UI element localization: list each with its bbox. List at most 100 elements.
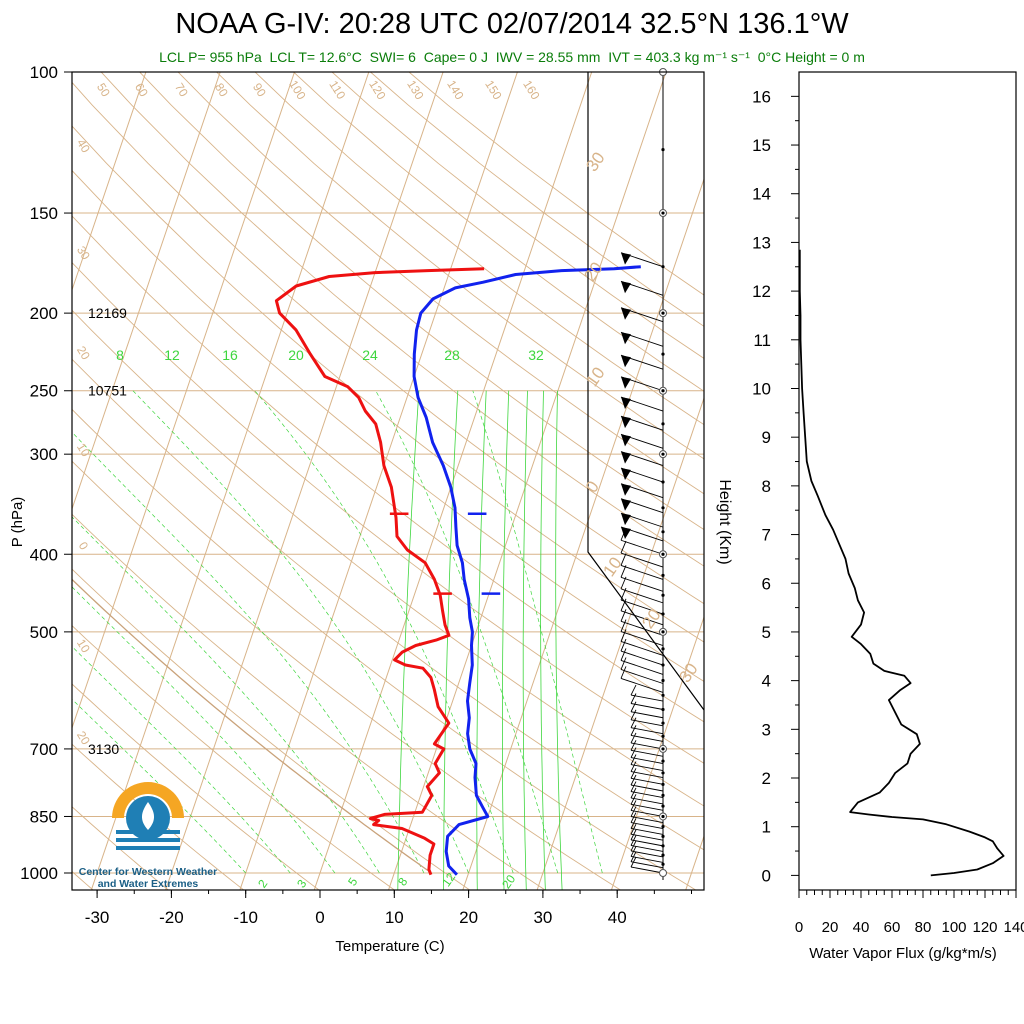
flux-x-axis-label: Water Vapor Flux (g/kg*m/s) — [809, 945, 997, 962]
wind-barb-feather — [630, 740, 637, 751]
mixing-ratio-line — [502, 390, 510, 890]
barb-dot — [661, 782, 665, 786]
isotherm-line — [0, 35, 10, 890]
wind-barb — [630, 791, 664, 798]
mixing-ratio-line — [443, 390, 459, 890]
height-tick-label: 13 — [752, 233, 771, 252]
dry-adiabat-line — [72, 261, 704, 764]
barb-dot — [661, 793, 665, 797]
barb-dot — [661, 389, 665, 393]
height-tick-label: 12 — [752, 282, 771, 301]
dry-adiabat-label: 150 — [482, 78, 505, 103]
isotherm-line — [685, 834, 704, 890]
barb-dot — [661, 506, 665, 510]
barb-dot — [661, 265, 665, 269]
lower-mixing-label: 3 — [294, 877, 309, 891]
flux-tick-label: 100 — [941, 919, 966, 936]
wind-barb-flag — [621, 483, 631, 496]
height-label: 3130 — [88, 741, 119, 757]
logo-caption-line2: and Water Extremes — [97, 878, 199, 890]
wind-barb — [630, 784, 664, 792]
flux-tick-label: 140 — [1003, 919, 1024, 936]
wind-barb — [630, 839, 664, 847]
wind-barb-feather — [620, 648, 627, 661]
mixing-ratio-label: 12 — [164, 347, 180, 363]
wind-barb — [630, 694, 664, 702]
wind-barb-flag — [621, 498, 631, 511]
mixing-ratio-line — [555, 390, 563, 890]
wind-barb-feather — [620, 553, 627, 566]
mixing-ratio-label: 16 — [222, 347, 238, 363]
wind-barb-flag — [621, 416, 631, 429]
dry-adiabat-label: 50 — [94, 81, 113, 100]
chart-subtitle: LCL P= 955 hPa LCL T= 12.6°C SWI= 6 Cape… — [0, 49, 1024, 66]
wind-barb-feather — [630, 732, 637, 744]
height-tick-label: 10 — [752, 379, 771, 398]
wind-barb-feather — [630, 800, 637, 811]
wind-barb — [630, 803, 664, 811]
dry-adiabat-line — [72, 169, 704, 682]
pressure-tick-label: 500 — [30, 623, 58, 642]
barb-dot — [661, 853, 665, 857]
wind-barb-feather — [630, 794, 637, 805]
height-tick-label: 14 — [752, 185, 771, 204]
wind-barb-flag — [621, 468, 631, 481]
wind-barb-feather — [620, 565, 627, 578]
barb-dot — [661, 612, 665, 616]
logo-caption: Center for Western Weather and Water Ext… — [58, 866, 238, 890]
dry-adiabat-line — [72, 408, 696, 890]
wind-barb — [630, 711, 664, 719]
pressure-tick-label: 200 — [30, 304, 58, 323]
wind-barb — [630, 866, 664, 874]
zero-c-height: 0°C Height = 0 m — [757, 49, 865, 65]
wind-barb — [630, 734, 664, 742]
x-axis-label: Temperature (C) — [335, 938, 444, 955]
mixing-ratio-line — [397, 390, 420, 890]
wind-barb-feather — [630, 701, 637, 712]
isotherm-line — [165, 72, 444, 890]
flux-tick-label: 80 — [915, 919, 932, 936]
dry-adiabat-line — [254, 72, 704, 426]
isotherm-line — [536, 396, 704, 890]
barb-dot — [661, 593, 665, 597]
temperature-tick-label: 30 — [533, 908, 552, 927]
isotherm-left-label: 40 — [74, 137, 93, 156]
wind-barb-feather — [620, 657, 627, 670]
wind-barb — [630, 845, 664, 852]
barb-dot — [661, 480, 665, 484]
isotherm-left-label: 20 — [74, 344, 93, 363]
wind-barb-feather — [620, 540, 627, 554]
barb-dot — [661, 814, 665, 819]
dry-adiabat-line — [177, 72, 704, 495]
pressure-tick-label: 850 — [30, 807, 58, 826]
barb-panel-edge — [587, 72, 705, 711]
barb-dot — [661, 573, 665, 577]
temperature-tick-label: 40 — [608, 908, 627, 927]
temperature-tick-label: -20 — [159, 908, 184, 927]
wind-barb-feather — [620, 598, 627, 612]
wind-barb-feather — [630, 856, 637, 868]
wind-barb — [630, 797, 664, 805]
wind-barb — [630, 816, 664, 823]
height-tick-label: 3 — [762, 720, 771, 739]
isotherm-left-label: 0 — [76, 539, 92, 552]
wind-barb-feather — [630, 806, 637, 817]
wind-barb-feather — [630, 709, 637, 721]
barb-dot — [661, 734, 665, 738]
dry-adiabat-label: 160 — [520, 78, 543, 103]
dry-adiabat-line — [138, 72, 704, 531]
wind-barb — [630, 810, 664, 817]
wind-barb — [630, 757, 664, 764]
height-label: 10751 — [88, 383, 127, 399]
height-tick-label: 1 — [762, 818, 771, 837]
isotherm-left-label: 30 — [74, 244, 93, 263]
dry-adiabat-label: 100 — [286, 78, 309, 103]
height-tick-label: 6 — [762, 574, 771, 593]
mixing-ratio-line — [522, 390, 528, 890]
wind-barb-feather — [630, 774, 637, 786]
wind-barb — [630, 855, 664, 863]
barb-dot — [661, 862, 665, 866]
dry-adiabat-label: 60 — [132, 81, 151, 100]
mixing-ratio-line — [540, 390, 546, 890]
